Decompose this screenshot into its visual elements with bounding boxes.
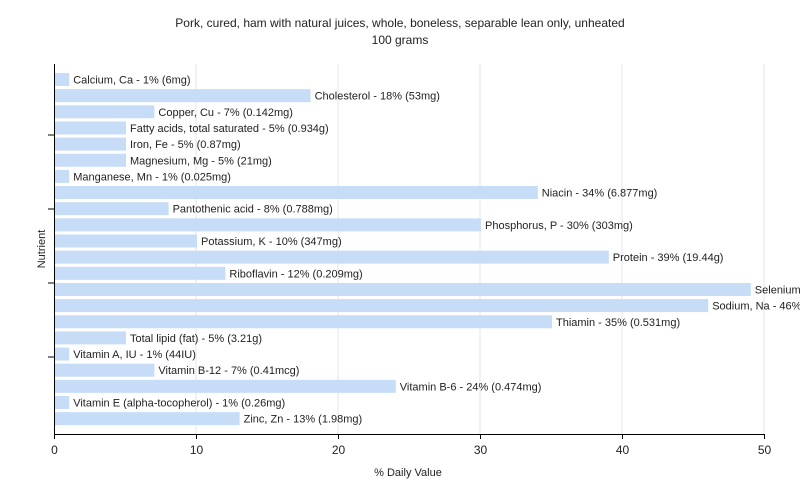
bar [55,73,70,86]
axes: 0 10 20 30 40 50 [48,64,771,457]
x-tick-label: 50 [758,443,772,457]
bar-label: Riboflavin - 12% (0.209mg) [229,268,362,280]
bar [55,169,70,183]
bar [55,218,481,232]
bar-label: Manganese, Mn - 1% (0.025mg) [73,171,231,183]
bar [55,282,751,296]
x-tick-label: 30 [474,443,488,457]
bar [55,121,126,135]
bar [55,234,197,248]
bar-label: Vitamin B-12 - 7% (0.41mcg) [158,365,299,377]
bars: Calcium, Ca - 1% (6mg) Cholesterol - 18% … [55,73,800,426]
bar [55,186,538,200]
bar [55,250,609,264]
bar [55,347,70,361]
bar-label: Vitamin B-6 - 24% (0.474mg) [400,381,542,393]
bar-label: Zinc, Zn - 13% (1.98mg) [244,414,363,426]
grid [195,64,765,434]
bar [55,137,126,151]
bar-label: Niacin - 34% (6.877mg) [542,188,658,200]
bar [55,363,155,377]
x-tick-label: 10 [190,443,204,457]
bar [55,89,311,103]
bar-label: Sodium, Na - 46% (1098mg) [712,301,800,313]
bar [55,379,396,393]
x-tick-label: 20 [332,443,346,457]
bar [55,412,240,426]
chart-subtitle: 100 grams [372,33,429,47]
chart-title: Pork, cured, ham with natural juices, wh… [175,16,624,30]
bar [55,105,155,119]
x-axis-label: % Daily Value [374,467,442,479]
bar-label: Copper, Cu - 7% (0.142mg) [158,107,293,119]
bar [55,153,126,167]
bar-label: Calcium, Ca - 1% (6mg) [73,75,190,87]
bar [55,299,709,313]
bar [55,266,226,280]
bar-label: Iron, Fe - 5% (0.87mg) [130,139,241,151]
bar-label: Vitamin A, IU - 1% (44IU) [73,349,196,361]
bar [55,331,126,345]
bar-label: Total lipid (fat) - 5% (3.21g) [130,333,262,345]
y-axis-label: Nutrient [36,230,48,269]
bar-label: Potassium, K - 10% (347mg) [201,236,342,248]
bar-label: Fatty acids, total saturated - 5% (0.934… [130,123,329,135]
bar-label: Phosphorus, P - 30% (303mg) [485,220,633,232]
bar-label: Magnesium, Mg - 5% (21mg) [130,155,272,167]
bar [55,202,169,216]
bar-label: Vitamin E (alpha-tocopherol) - 1% (0.26m… [73,398,285,410]
bar-label: Cholesterol - 18% (53mg) [315,91,440,103]
bar-label: Thiamin - 35% (0.531mg) [556,317,680,329]
bar [55,396,70,409]
bar-label: Protein - 39% (19.44g) [613,252,724,264]
bar-label: Selenium, Se - 49% (34.5mcg) [755,284,800,296]
bar [55,315,552,329]
x-tick-label: 40 [616,443,630,457]
bar-label: Pantothenic acid - 8% (0.788mg) [173,204,333,216]
x-tick-label: 0 [51,443,58,457]
